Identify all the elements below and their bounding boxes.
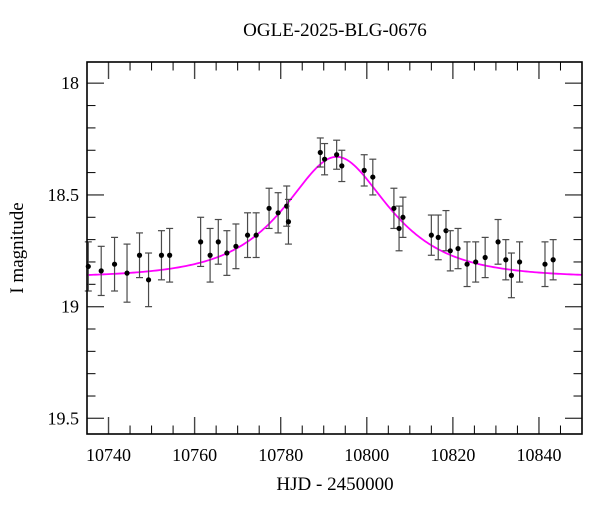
data-point: [391, 205, 397, 211]
data-point: [473, 259, 479, 265]
data-point: [198, 239, 204, 245]
plot-content: 10740 10760 10780 10800 10820 10840 18 18.5 19 19…: [48, 61, 583, 465]
data-point: [215, 239, 221, 245]
data-point: [361, 167, 367, 173]
y-tick-label: 18.5: [48, 185, 80, 205]
data-point: [275, 210, 281, 216]
data-point: [455, 245, 461, 252]
data-point: [158, 252, 165, 258]
plot-title: OGLE-2025-BLG-0676: [243, 20, 427, 41]
data-point: [98, 268, 104, 274]
x-tick-label: 10780: [258, 445, 303, 465]
x-tick-label: 10840: [516, 445, 561, 465]
data-point: [317, 149, 323, 156]
data-point: [482, 254, 488, 261]
data-point: [447, 248, 453, 254]
data-point: [136, 252, 143, 258]
plot-frame: [86, 61, 583, 435]
data-point: [244, 232, 251, 238]
data-point: [495, 239, 501, 245]
data-point: [396, 225, 402, 232]
data-point: [435, 234, 441, 240]
data-point: [334, 152, 340, 158]
x-tick-label: 10820: [430, 445, 475, 465]
data-point: [542, 261, 548, 267]
data-point: [322, 156, 328, 162]
y-tick-label: 19.5: [48, 408, 80, 428]
data-point: [224, 250, 230, 256]
data-point: [370, 174, 376, 180]
data-point: [508, 272, 515, 278]
data-point: [443, 228, 449, 234]
x-tick-label: 10740: [86, 445, 131, 465]
data-point: [400, 214, 406, 220]
data-point: [503, 257, 509, 263]
data-point: [253, 232, 259, 238]
data-point: [516, 259, 523, 265]
x-axis-label: HJD - 2450000: [276, 474, 393, 495]
data-point: [145, 277, 152, 283]
x-tick-label: 10800: [344, 445, 389, 465]
x-tick-label: 10760: [172, 445, 217, 465]
data-point: [428, 232, 434, 238]
y-tick-label: 19: [61, 297, 79, 317]
data-point: [111, 261, 118, 267]
data-point: [285, 219, 292, 225]
data-point: [167, 252, 173, 258]
data-point: [550, 257, 556, 263]
data-point: [339, 163, 345, 169]
y-axis-label: I magnitude: [7, 202, 28, 293]
y-tick-label: 18: [61, 73, 79, 93]
data-point: [233, 243, 239, 249]
data-point: [464, 261, 470, 267]
data-point: [124, 270, 130, 276]
data-point: [266, 205, 272, 211]
data-point: [207, 252, 213, 258]
